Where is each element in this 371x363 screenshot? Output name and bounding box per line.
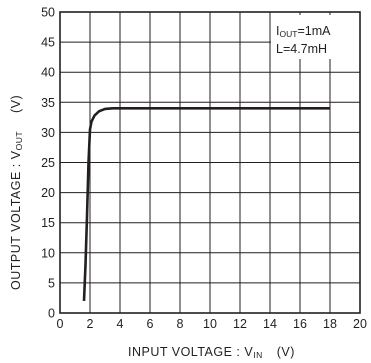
y-tick-label: 50	[41, 6, 55, 20]
annotation-box: IOUT=1mA L=4.7mH	[271, 15, 360, 59]
x-tick-label: 6	[147, 317, 154, 331]
x-axis-title: INPUT VOLTAGE : VIN (V)	[128, 345, 295, 360]
annotation-iout: IOUT=1mA	[276, 24, 331, 39]
y-axis-ticks: 0 5 10 15 20 25 30 35 40 45 50	[41, 6, 55, 321]
plot-frame	[59, 11, 361, 314]
y-tick-label: 30	[41, 126, 55, 140]
x-tick-label: 18	[323, 317, 337, 331]
annotation-box-background	[271, 15, 360, 59]
x-tick-label: 10	[203, 317, 217, 331]
series-line	[82, 107, 330, 302]
x-tick-label: 16	[293, 317, 307, 331]
x-axis-ticks: 0 2 4 6 8 10 12 14 16 18 20	[57, 317, 367, 331]
y-tick-label: 40	[41, 66, 55, 80]
y-tick-label: 15	[41, 216, 55, 230]
x-tick-label: 20	[353, 317, 367, 331]
chart-grid	[60, 12, 360, 313]
y-tick-label: 35	[41, 96, 55, 110]
x-tick-label: 14	[263, 317, 277, 331]
x-tick-label: 0	[57, 317, 64, 331]
x-tick-label: 2	[87, 317, 94, 331]
y-tick-label: 5	[48, 276, 55, 290]
y-axis-title: OUTPUT VOLTAGE : VOUT(V)	[9, 95, 24, 290]
y-tick-label: 20	[41, 186, 55, 200]
x-tick-label: 8	[177, 317, 184, 331]
x-tick-label: 4	[117, 317, 124, 331]
y-tick-label: 0	[48, 307, 55, 321]
y-tick-label: 45	[41, 36, 55, 50]
annotation-inductance: L=4.7mH	[276, 42, 327, 56]
y-tick-label: 25	[41, 156, 55, 170]
chart-series	[82, 107, 330, 302]
x-tick-label: 12	[233, 317, 247, 331]
y-tick-label: 10	[41, 246, 55, 260]
